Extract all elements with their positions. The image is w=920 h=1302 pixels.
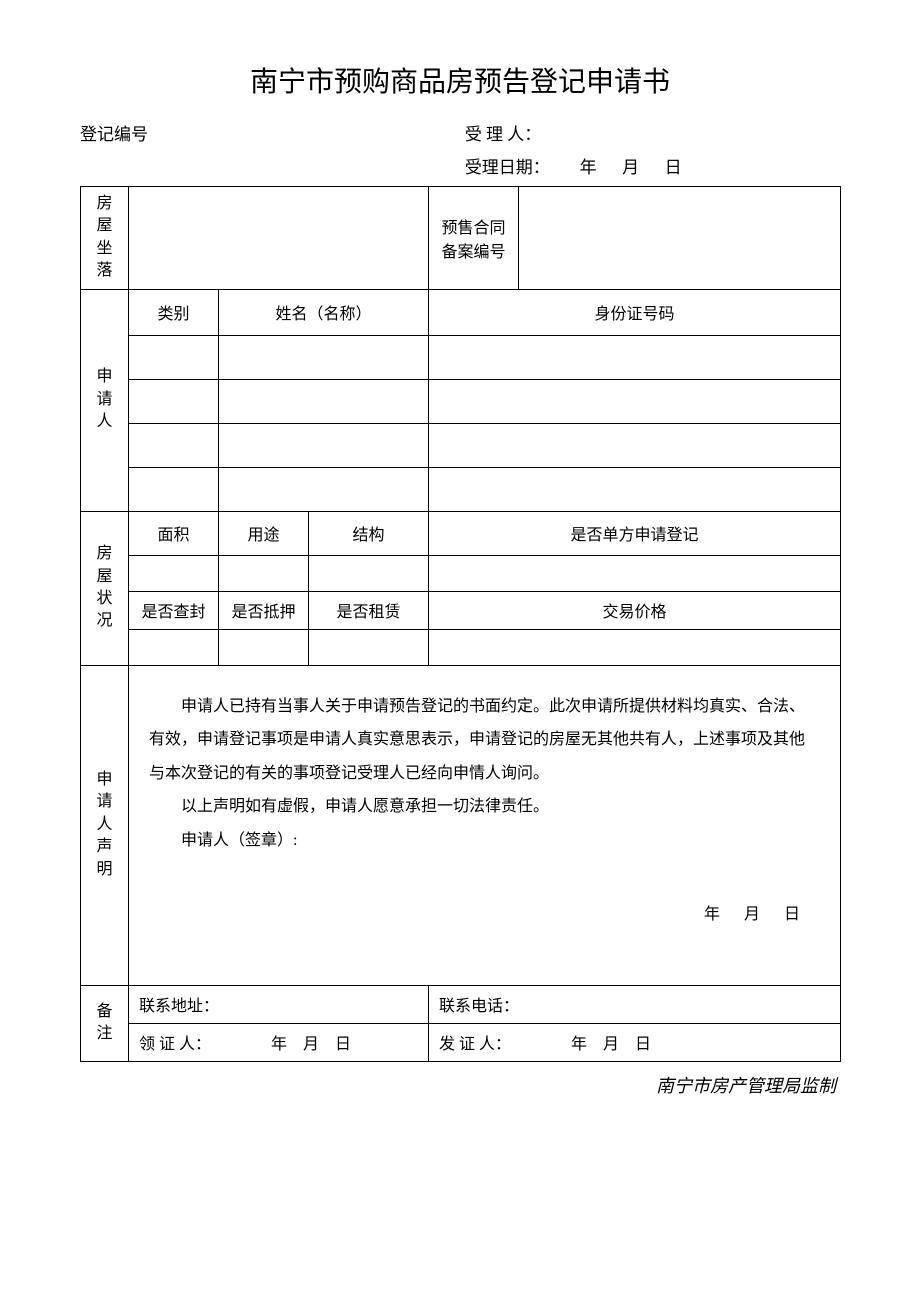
single-apply-value[interactable] [429,555,841,591]
declaration-para1: 申请人已持有当事人关于申请预告登记的书面约定。此次申请所提供材料均真实、合法、有… [149,690,820,791]
decl-year-label: 年 [704,906,720,923]
applicant-category-3[interactable] [129,423,219,467]
footer-issuer: 南宁市房产管理局监制 [80,1072,840,1098]
cert-issuer-cell[interactable]: 发 证 人： 年 月 日 [429,1023,841,1061]
recv-month: 月 [303,1036,319,1053]
area-label: 面积 [129,511,219,555]
addr-label: 联系地址： [139,998,219,1015]
applicant-category-4[interactable] [129,467,219,511]
cert-receiver-label: 领 证 人： [139,1036,211,1053]
remark-row-2: 领 证 人： 年 月 日 发 证 人： 年 月 日 [81,1023,841,1061]
applicant-category-2[interactable] [129,379,219,423]
application-form-table: 房屋 坐落 预售合同 备案编号 申 请 人 类别 姓名（名称） 身份证号码 房 … [80,186,841,1062]
decl-month-label: 月 [744,906,760,923]
applicant-id-3[interactable] [429,423,841,467]
house-location-label: 房屋 坐落 [81,187,129,290]
house-status-value-1 [81,555,841,591]
declaration-content: 申请人已持有当事人关于申请预告登记的书面约定。此次申请所提供材料均真实、合法、有… [129,665,841,985]
remark-section-label: 备注 [81,985,129,1061]
accept-date: 受理日期： 年 月 日 [445,153,840,178]
cert-issuer-label: 发 证 人： [439,1036,511,1053]
applicant-id-1[interactable] [429,335,841,379]
house-location-row: 房屋 坐落 预售合同 备案编号 [81,187,841,290]
house-location-value[interactable] [129,187,429,290]
leased-label: 是否租赁 [309,591,429,629]
house-status-header-2: 是否查封 是否抵押 是否租赁 交易价格 [81,591,841,629]
leased-value[interactable] [309,629,429,665]
price-label: 交易价格 [429,591,841,629]
area-value[interactable] [129,555,219,591]
mortgaged-label: 是否抵押 [219,591,309,629]
remark-row-1: 备注 联系地址： 联系电话： [81,985,841,1023]
declaration-para2: 以上声明如有虚假，申请人愿意承担一切法律责任。 [149,790,820,824]
declaration-date: 年 月 日 [149,858,820,932]
day-label: 日 [665,158,682,177]
mortgaged-value[interactable] [219,629,309,665]
price-value[interactable] [429,629,841,665]
phone-cell[interactable]: 联系电话： [429,985,841,1023]
applicant-name-2[interactable] [219,379,429,423]
handler-label: 受 理 人： [445,120,840,145]
year-label: 年 [580,158,597,177]
declaration-row: 申 请 人 声 明 申请人已持有当事人关于申请预告登记的书面约定。此次申请所提供… [81,665,841,985]
applicant-name-4[interactable] [219,467,429,511]
applicant-row-1 [81,335,841,379]
structure-value[interactable] [309,555,429,591]
applicant-header-row: 申 请 人 类别 姓名（名称） 身份证号码 [81,289,841,335]
month-label: 月 [622,158,639,177]
applicant-name-1[interactable] [219,335,429,379]
structure-label: 结构 [309,511,429,555]
col-id: 身份证号码 [429,289,841,335]
applicant-id-2[interactable] [429,379,841,423]
page-title: 南宁市预购商品房预告登记申请书 [80,60,840,100]
applicant-id-4[interactable] [429,467,841,511]
single-apply-label: 是否单方申请登记 [429,511,841,555]
recv-day: 日 [335,1036,351,1053]
usage-value[interactable] [219,555,309,591]
header-row-2: 受理日期： 年 月 日 [80,153,840,178]
sealed-value[interactable] [129,629,219,665]
contract-no-label: 预售合同 备案编号 [429,187,519,290]
house-status-section-label: 房 屋 状 况 [81,511,129,665]
usage-label: 用途 [219,511,309,555]
sealed-label: 是否查封 [129,591,219,629]
house-status-value-2 [81,629,841,665]
accept-date-label: 受理日期： [465,158,550,177]
applicant-row-2 [81,379,841,423]
reg-no-label: 登记编号 [80,120,445,145]
issue-month: 月 [603,1036,619,1053]
recv-year: 年 [271,1036,287,1053]
decl-day-label: 日 [784,906,800,923]
header-row-1: 登记编号 受 理 人： [80,120,840,145]
issue-year: 年 [571,1036,587,1053]
contract-no-value[interactable] [519,187,841,290]
declaration-sign-label: 申请人（签章）: [149,824,820,858]
applicant-category-1[interactable] [129,335,219,379]
declaration-section-label: 申 请 人 声 明 [81,665,129,985]
addr-cell[interactable]: 联系地址： [129,985,429,1023]
applicant-section-label: 申 请 人 [81,289,129,511]
col-name: 姓名（名称） [219,289,429,335]
cert-receiver-cell[interactable]: 领 证 人： 年 月 日 [129,1023,429,1061]
issue-day: 日 [635,1036,651,1053]
applicant-name-3[interactable] [219,423,429,467]
applicant-row-4 [81,467,841,511]
col-category: 类别 [129,289,219,335]
phone-label: 联系电话： [439,998,519,1015]
house-status-header-1: 房 屋 状 况 面积 用途 结构 是否单方申请登记 [81,511,841,555]
applicant-row-3 [81,423,841,467]
